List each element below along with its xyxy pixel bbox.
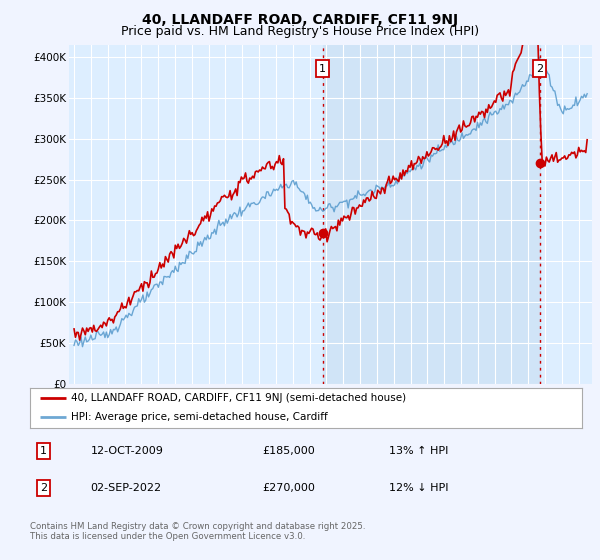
Text: £185,000: £185,000 [262, 446, 314, 456]
Text: 2: 2 [40, 483, 47, 493]
Text: 40, LLANDAFF ROAD, CARDIFF, CF11 9NJ (semi-detached house): 40, LLANDAFF ROAD, CARDIFF, CF11 9NJ (se… [71, 393, 407, 403]
Text: 1: 1 [319, 63, 326, 73]
Text: 12-OCT-2009: 12-OCT-2009 [91, 446, 164, 456]
Text: £270,000: £270,000 [262, 483, 315, 493]
Text: 13% ↑ HPI: 13% ↑ HPI [389, 446, 448, 456]
Text: Contains HM Land Registry data © Crown copyright and database right 2025.
This d: Contains HM Land Registry data © Crown c… [30, 522, 365, 542]
Text: HPI: Average price, semi-detached house, Cardiff: HPI: Average price, semi-detached house,… [71, 412, 328, 422]
Text: 1: 1 [40, 446, 47, 456]
Text: 40, LLANDAFF ROAD, CARDIFF, CF11 9NJ: 40, LLANDAFF ROAD, CARDIFF, CF11 9NJ [142, 13, 458, 27]
Bar [323, 45, 539, 384]
Text: 2: 2 [536, 63, 543, 73]
Text: Price paid vs. HM Land Registry's House Price Index (HPI): Price paid vs. HM Land Registry's House … [121, 25, 479, 38]
Text: 02-SEP-2022: 02-SEP-2022 [91, 483, 162, 493]
Text: 12% ↓ HPI: 12% ↓ HPI [389, 483, 448, 493]
